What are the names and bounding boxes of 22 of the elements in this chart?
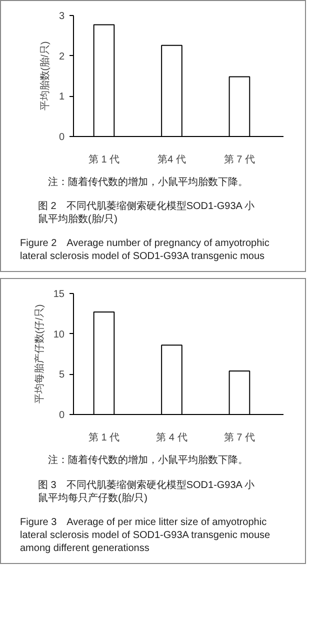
x-tick-label: 第 1 代 <box>88 154 120 166</box>
text: 注：随着传代数的增加，小鼠平均胎数下降。 <box>47 176 249 189</box>
text: 图 2 不同代肌萎缩侧索硬化模型SOD1-G93A 小鼠平均胎数(胎/只) <box>37 200 256 226</box>
x-tick-label: 第4 代 <box>158 154 186 166</box>
y-tick-label: 2 <box>58 51 65 62</box>
text: 图 3 不同代肌萎缩侧索硬化模型SOD1-G93A 小鼠平均每只产仔数(胎/只) <box>37 478 256 505</box>
y-tick-label: 3 <box>58 11 65 22</box>
text: 注：随着传代数的增加，小鼠平均胎数下降。 <box>47 454 249 468</box>
y-axis-title: 平均每胎产仔数(仔/只) <box>33 304 46 404</box>
x-tick-label: 第 7 代 <box>224 154 256 166</box>
y-tick-label: 5 <box>58 370 65 382</box>
y-tick-label: 10 <box>53 330 65 341</box>
text: Figure 2 Average number of pregnancy of amyotrophic lateral sclerosis model of SOD1-G93A transgenic mous <box>19 237 270 264</box>
y-tick-label: 0 <box>58 410 65 422</box>
y-tick-label: 1 <box>58 92 65 103</box>
x-tick-label: 第 7 代 <box>224 432 256 444</box>
y-tick-label: 15 <box>53 289 65 300</box>
text: Figure 3 Average of per mice litter size of amyotrophic lateral sclerosis model of SOD1-G93A transgenic mouse among different generationss <box>19 516 272 555</box>
x-tick-label: 第 1 代 <box>88 432 120 444</box>
x-tick-label: 第 4 代 <box>156 432 188 444</box>
y-axis-title: 平均胎数(胎/只) <box>38 41 51 111</box>
y-tick-label: 0 <box>58 132 65 143</box>
